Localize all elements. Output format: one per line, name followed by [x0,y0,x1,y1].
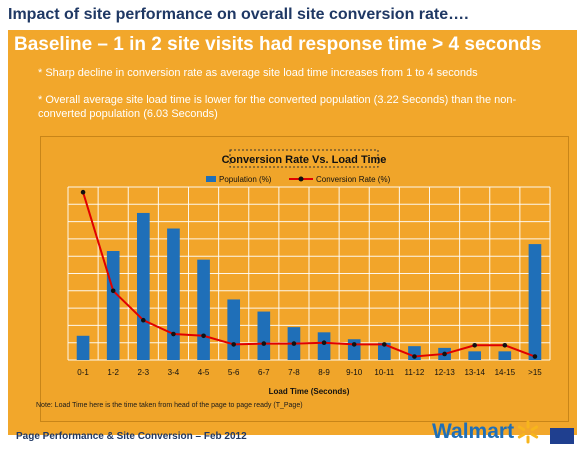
x-tick-label: 2-3 [138,368,150,377]
bar-population [317,332,331,360]
bullet-average-load-time: * Overall average site load time is lowe… [38,94,517,120]
x-tick-label: 9-10 [346,368,363,377]
x-tick-label: 3-4 [168,368,180,377]
point-conversion-rate [261,341,267,346]
x-tick-label: 10-11 [374,368,394,377]
point-conversion-rate [442,351,447,357]
point-conversion-rate [201,333,206,339]
chart-title: Conversion Rate Vs. Load Time [222,154,387,166]
point-conversion-rate [412,354,417,359]
line-conversion-rate [82,191,536,358]
bar-population [106,251,120,360]
point-conversion-rate [80,189,86,195]
bar-population [136,212,150,360]
bullet-load-time-decline: * Sharp decline in conversion rate as av… [38,67,478,79]
point-conversion-rate [472,342,477,348]
x-tick-label: >15 [528,368,542,377]
headline: Baseline – 1 in 2 site visits had respon… [14,34,542,55]
corner-accent [550,428,574,444]
chart-title-box [229,149,379,168]
walmart-logo-text: Walmart [432,420,515,443]
spark-icon [517,420,539,444]
point-conversion-rate [532,354,538,359]
chart-note: Note: Load Time here is the time taken f… [36,402,303,409]
bar-population [468,351,482,360]
conversion-rate-chart: Conversion Rate Vs. Load Time Population … [67,149,551,396]
walmart-logo: Walmart [432,420,540,444]
x-tick-label: 13-14 [464,368,485,377]
footer-text: Page Performance & Site Conversion – Feb… [16,431,247,442]
x-tick-label: 6-7 [258,368,270,377]
bar-population [76,335,90,360]
point-conversion-rate [231,342,236,347]
x-tick-label: 5-6 [228,368,240,377]
bar-population [227,299,241,360]
x-tick-label: 1-2 [107,368,119,377]
x-axis-label: Load Time (Seconds) [269,387,350,396]
x-tick-label: 0-1 [77,368,89,377]
x-tick-label: 8-9 [318,368,330,377]
bar-population [377,342,391,360]
x-tick-label: 14-15 [495,368,516,377]
point-conversion-rate [110,288,116,294]
point-conversion-rate [382,342,387,347]
point-conversion-rate [141,317,146,323]
bar-population [528,244,542,360]
x-tick-label: 7-8 [288,368,300,377]
x-tick-label: 11-12 [405,368,425,377]
bar-population [498,351,512,360]
x-tick-label: 4-5 [198,368,210,377]
point-conversion-rate [502,342,508,348]
page-title: Impact of site performance on overall si… [8,6,469,23]
point-conversion-rate [321,340,327,345]
x-tick-label: 12-13 [434,368,455,377]
bar-population [257,311,271,360]
point-conversion-rate [171,331,176,337]
legend-marker-conversion [298,176,304,182]
content-panel: Baseline – 1 in 2 site visits had respon… [8,30,577,435]
legend-label-population: Population (%) [219,175,272,184]
chart-container: Conversion Rate Vs. Load Time Population … [40,136,569,422]
bar-population [167,228,180,360]
legend-swatch-population [206,176,216,182]
point-conversion-rate [351,342,357,347]
point-conversion-rate [291,341,297,346]
bar-population [197,259,210,360]
legend-label-conversion: Conversion Rate (%) [316,175,391,184]
